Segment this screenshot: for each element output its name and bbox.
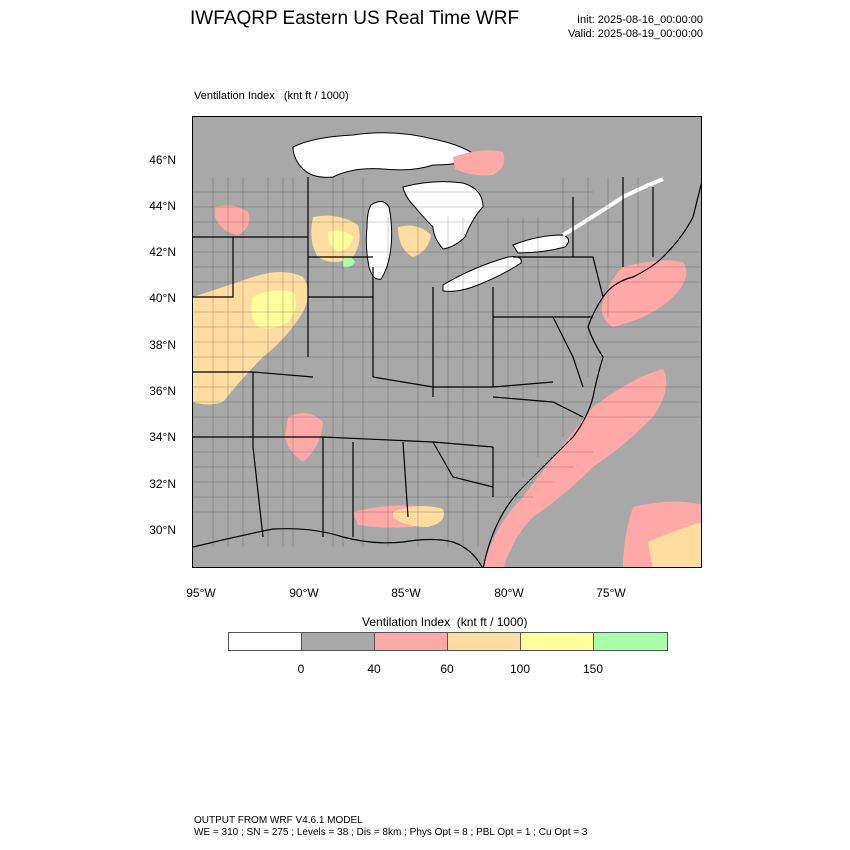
lat-tick-30: 30°N [149,523,176,537]
init-time: Init: 2025-08-16_00:00:00 [577,14,703,26]
county-boundaries [193,177,701,547]
model-version: OUTPUT FROM WRF V4.6.1 MODEL [194,815,363,826]
lat-tick-44: 44°N [149,199,176,213]
pink-zone-offshore-se [483,369,667,567]
lat-tick-32: 32°N [149,477,176,491]
lon-tick-90: 90°W [289,586,319,600]
map-title: IWFAQRP Eastern US Real Time WRF [190,8,520,29]
orange-zone-georgia [393,506,444,527]
green-zone-wisconsin [343,256,355,268]
lake-superior [292,132,479,178]
legend-label-60: 60 [440,662,454,676]
lon-tick-75: 75°W [596,586,626,600]
lat-tick-40: 40°N [149,291,176,305]
lat-tick-38: 38°N [149,338,176,352]
ventilation-index-map [193,117,701,567]
legend-swatch-2 [375,633,448,650]
lon-tick-85: 85°W [391,586,421,600]
coastline [193,182,701,567]
init-valid-times: Init: 2025-08-16_00:00:00 Valid: 2025-08… [568,13,703,41]
legend-label-150: 150 [582,662,604,676]
lat-tick-34: 34°N [149,430,176,444]
legend-label-100: 100 [509,662,531,676]
legend-label-40: 40 [367,662,381,676]
model-info-footer: OUTPUT FROM WRF V4.6.1 MODEL WE = 310 ; … [194,815,587,839]
legend-swatch-3 [448,633,521,650]
lon-tick-80: 80°W [494,586,524,600]
lon-tick-95: 95°W [186,586,216,600]
yellow-zone-wisconsin [328,230,353,252]
legend-swatch-5 [594,633,667,650]
orange-zone-michigan [398,225,431,257]
map-panel [192,116,702,568]
gulf-of-mexico [193,528,482,567]
model-parameters: WE = 310 ; SN = 275 ; Levels = 38 ; Dis … [194,827,588,838]
legend-swatch-4 [521,633,594,650]
lat-tick-46: 46°N [149,153,176,167]
legend-swatch-0 [229,633,302,650]
pink-zone-offshore-ne [601,260,687,327]
legend-title: Ventilation Index (knt ft / 1000) [362,615,528,629]
lake-erie [442,256,522,292]
pink-zone-minnesota [215,205,250,235]
legend-colorbar [228,632,668,651]
legend-label-0: 0 [297,662,305,676]
yellow-zone-illinois [251,290,297,329]
lat-tick-36: 36°N [149,384,176,398]
orange-zone-offshore [648,522,701,567]
plot-field-label: Ventilation Index (knt ft / 1000) [194,90,349,102]
lat-tick-42: 42°N [149,245,176,259]
valid-time: Valid: 2025-08-19_00:00:00 [568,28,703,40]
pink-zone-canada [453,150,505,176]
legend-swatch-1 [302,633,375,650]
